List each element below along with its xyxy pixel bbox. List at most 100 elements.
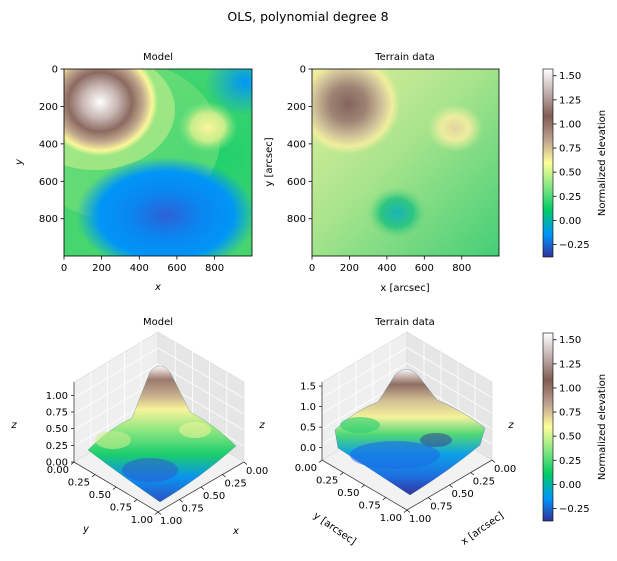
terrain-heatmap-ytick-label: 200 bbox=[287, 102, 306, 113]
model-surface-title: Model bbox=[143, 317, 173, 328]
terrain-surface-ticks: 0.000.250.500.751.000.000.250.500.751.00… bbox=[295, 382, 517, 525]
colorbar-top-tick-label: 0.50 bbox=[559, 168, 581, 179]
terrain-heatmap-ytick-label: 400 bbox=[287, 139, 306, 150]
colorbar-bottom-tick-label: 0.25 bbox=[559, 456, 581, 467]
model-surface-ytick-label: 0.00 bbox=[47, 465, 69, 476]
model-surface: Model 0.000.250.500.751.000.000.250.500.… bbox=[10, 317, 268, 537]
terrain-surface-ytick bbox=[318, 459, 323, 463]
model-surface-zlabel: z bbox=[10, 420, 17, 431]
colorbar-bottom: 1.50 1.25 1.00 0.75 0.50 0.25 0.00 −0.25 Normal… bbox=[542, 332, 608, 522]
terrain-surface-ytick bbox=[361, 484, 365, 488]
colorbar-top-tick-label: 0.00 bbox=[559, 216, 581, 227]
terrain-surface-ztick-label: 0.5 bbox=[300, 423, 316, 434]
model-heatmap-title: Model bbox=[143, 52, 173, 63]
colorbar-top-tick-label: 0.75 bbox=[559, 144, 581, 155]
terrain-surface-title: Terrain data bbox=[374, 317, 435, 328]
model-heatmap-ytick-label: 800 bbox=[39, 214, 58, 225]
colorbar-top-tick-label: 1.50 bbox=[559, 71, 581, 82]
model-surface-ztick-label: 0.50 bbox=[46, 424, 68, 435]
colorbar-bottom-tick-label: 1.25 bbox=[559, 359, 581, 370]
terrain-heatmap-ytick-label: 600 bbox=[287, 177, 306, 188]
terrain-surface-zlabel: z bbox=[507, 420, 514, 431]
model-heatmap-xtick-label: 200 bbox=[92, 263, 111, 274]
model-surface-ytick-label: 1.00 bbox=[131, 515, 153, 526]
model-surface-xtick bbox=[157, 511, 162, 515]
model-surface-ytick bbox=[91, 474, 96, 478]
model-surface-ztick-label: 1.00 bbox=[46, 391, 68, 402]
colorbar-bottom-tick-label: 0.00 bbox=[559, 480, 581, 491]
terrain-surface-xtick bbox=[470, 472, 474, 476]
model-heatmap-ytick-label: 600 bbox=[39, 177, 58, 188]
colorbar-bottom-tick-label: −0.25 bbox=[559, 504, 590, 515]
model-heatmap-ticks: 0 200 400 600 800 0 200 400 600 800 bbox=[39, 65, 224, 275]
colorbar-top-tick-label: 1.00 bbox=[559, 119, 581, 130]
colorbar-bottom-tick-label: 1.00 bbox=[559, 383, 581, 394]
colorbar-bottom-label: Normalized elevation bbox=[597, 374, 608, 480]
colorbar-top: 1.50 1.25 1.00 0.75 0.50 0.25 0.00 −0.25 Normal… bbox=[542, 68, 608, 258]
terrain-surface-ytick-label: 0.25 bbox=[316, 476, 338, 487]
model-heatmap-xtick-label: 0 bbox=[61, 263, 67, 274]
model-surface-zlabel-right: z bbox=[258, 420, 265, 431]
colorbar-top-tick-label: 1.25 bbox=[559, 95, 581, 106]
terrain-surface-ztick-label: 0.0 bbox=[300, 443, 316, 454]
model-heatmap-frame bbox=[63, 68, 253, 257]
terrain-heatmap-frame bbox=[311, 68, 500, 257]
terrain-surface-xtick bbox=[428, 497, 432, 501]
model-surface-xtick-label: 0.75 bbox=[182, 504, 204, 515]
terrain-surface-ytick-label: 0.50 bbox=[337, 488, 359, 499]
model-surface-ytick-label: 0.50 bbox=[89, 490, 111, 501]
terrain-surface-ytick-label: 0.75 bbox=[358, 501, 380, 512]
terrain-surface-ztick-label: 1.0 bbox=[300, 402, 316, 413]
terrain-heatmap-xtick-label: 800 bbox=[452, 263, 471, 274]
terrain-surface-xtick bbox=[491, 459, 496, 463]
model-surface-ylabel: y bbox=[82, 524, 90, 535]
terrain-surface: Terrain data 0.000.250.500.751.000.000.2… bbox=[295, 317, 517, 548]
model-heatmap-xtick-label: 400 bbox=[130, 263, 149, 274]
figure-title: OLS, polynomial degree 8 bbox=[227, 9, 388, 24]
terrain-surface-ztick-label: 1.5 bbox=[300, 382, 316, 393]
terrain-surface-xtick-label: 0.50 bbox=[452, 489, 474, 500]
model-surface-xtick bbox=[179, 499, 183, 503]
model-surface-ytick bbox=[70, 461, 75, 465]
colorbar-top-ticks: 1.50 1.25 1.00 0.75 0.50 0.25 0.00 −0.25 bbox=[553, 71, 590, 251]
terrain-surface-ytick bbox=[382, 497, 386, 501]
terrain-surface-ytick-label: 0.00 bbox=[295, 463, 317, 474]
model-surface-ytick bbox=[112, 486, 117, 490]
terrain-heatmap-title: Terrain data bbox=[374, 52, 435, 63]
terrain-surface-xtick bbox=[406, 509, 411, 513]
terrain-surface-ytick bbox=[403, 509, 408, 513]
model-surface-ytick bbox=[154, 511, 159, 515]
model-surface-ztick-label: 0.25 bbox=[46, 441, 68, 452]
model-heatmap-xtick-label: 800 bbox=[205, 263, 224, 274]
model-surface-xtick bbox=[222, 474, 226, 478]
colorbar-bottom-ticks: 1.50 1.25 1.00 0.75 0.50 0.25 0.00 −0.25 bbox=[553, 335, 590, 515]
model-heatmap-ytick-label: 0 bbox=[52, 65, 58, 76]
terrain-surface-xtick bbox=[449, 484, 453, 488]
model-surface-ticks: 0.000.250.500.751.000.000.250.500.751.00… bbox=[46, 391, 269, 527]
model-surface-ytick-label: 0.75 bbox=[110, 503, 132, 514]
terrain-surface-ytick-label: 1.00 bbox=[380, 513, 402, 524]
terrain-surface-xtick-label: 0.75 bbox=[430, 502, 452, 513]
terrain-heatmap-xtick-label: 400 bbox=[377, 263, 396, 274]
terrain-heatmap-xlabel: x [arcsec] bbox=[380, 283, 429, 294]
terrain-surface-xtick-label: 0.25 bbox=[473, 477, 495, 488]
model-heatmap: Model 0 200 400 600 800 0 200 400 600 800 x y bbox=[14, 52, 253, 293]
terrain-surface-ylabel: y [arcsec] bbox=[311, 510, 358, 547]
model-surface-xtick bbox=[200, 486, 205, 490]
colorbar-bottom-tick-label: 0.75 bbox=[559, 408, 581, 419]
model-heatmap-ytick-label: 200 bbox=[39, 102, 58, 113]
colorbar-top-label: Normalized elevation bbox=[597, 110, 608, 216]
terrain-heatmap-xtick-label: 200 bbox=[340, 263, 359, 274]
model-surface-xlabel: x bbox=[232, 526, 239, 537]
colorbar-bottom-tick-label: 0.50 bbox=[559, 432, 581, 443]
model-heatmap-xlabel: x bbox=[154, 282, 161, 293]
terrain-surface-xtick-label: 1.00 bbox=[409, 514, 431, 525]
model-heatmap-ylabel: y bbox=[14, 158, 25, 166]
model-surface-xtick-label: 0.00 bbox=[246, 466, 268, 477]
terrain-heatmap-ytick-label: 800 bbox=[287, 214, 306, 225]
terrain-heatmap-ticks: 0 200 400 600 800 0 200 400 600 800 bbox=[287, 65, 471, 275]
model-surface-xtick bbox=[243, 461, 248, 465]
terrain-heatmap-ytick-label: 0 bbox=[300, 65, 306, 76]
model-surface-xtick-label: 1.00 bbox=[160, 516, 182, 527]
